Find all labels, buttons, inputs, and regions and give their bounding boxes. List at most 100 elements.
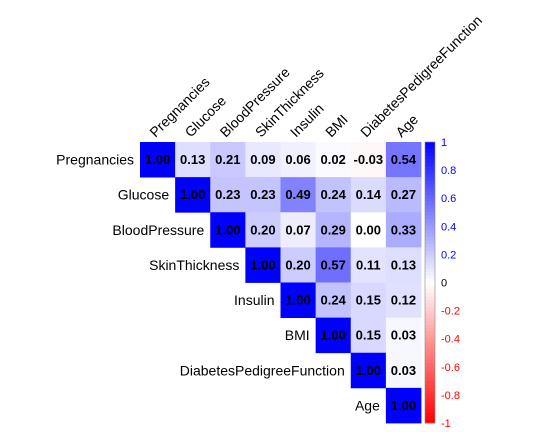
color-legend-tick-label: -0.2 (441, 306, 460, 318)
column-label: BMI (322, 111, 351, 140)
cell-value-labels: 1.00 0.13 0.21 0.09 0.06 0.02 -0.03 0.54 1.00 0.2… (145, 152, 417, 413)
color-legend-tick-label: 0.6 (441, 193, 456, 205)
cell-value-label: 0.13 (391, 257, 416, 272)
column-labels: PregnanciesGlucoseBloodPressureSkinThick… (146, 12, 485, 140)
color-legend-tick-label: 0.2 (441, 249, 456, 261)
cell-value-label: -0.03 (353, 152, 383, 167)
color-legend-segment (425, 408, 435, 413)
color-legend-segment (425, 282, 435, 287)
color-legend-segment (425, 187, 435, 192)
color-legend-segment (425, 208, 435, 213)
heatmap-cell (210, 177, 246, 213)
cell-value-label: 1.00 (391, 398, 416, 413)
row-label: DiabetesPedigreeFunction (180, 362, 345, 378)
heatmap-cell (280, 142, 317, 178)
color-legend-segment (425, 405, 435, 410)
color-legend-segment (425, 152, 435, 157)
heatmap-cell (210, 212, 246, 248)
color-legend-segment (425, 331, 435, 336)
color-legend-segment (425, 293, 435, 298)
color-legend-segment (425, 261, 435, 266)
cell-value-label: 0.57 (321, 257, 346, 272)
heatmap-cell (350, 352, 387, 389)
color-legend-segment (425, 415, 435, 420)
color-legend-segment (425, 250, 435, 255)
color-legend-segment (425, 296, 435, 301)
color-legend-segment (425, 229, 435, 234)
heatmap-cell (315, 247, 352, 283)
heatmap-cell (385, 387, 422, 424)
heatmap-cell (315, 317, 352, 354)
heatmap-cell (280, 177, 317, 213)
row-label: Glucose (118, 187, 170, 203)
heatmap-cell (245, 247, 281, 283)
row-label: Insulin (234, 292, 274, 308)
color-legend-segment (425, 345, 435, 350)
color-legend-tick-label: -0.4 (441, 334, 460, 346)
cell-value-label: 0.15 (356, 328, 381, 343)
cell-value-label: 0.21 (215, 152, 240, 167)
heatmap-cell (350, 177, 387, 213)
heatmap-cell (350, 212, 387, 248)
cell-value-label: 0.11 (356, 257, 381, 272)
color-legend-segment (425, 349, 435, 354)
color-legend-segment (425, 387, 435, 392)
heatmap-cell (315, 282, 352, 319)
heatmap-cell (210, 142, 246, 178)
color-legend-segment (425, 184, 435, 189)
color-legend-segment (425, 191, 435, 196)
color-legend-segment (425, 303, 435, 308)
heatmap-cell (385, 317, 422, 354)
cell-value-label: 1.00 (285, 293, 310, 308)
color-legend-segment (425, 321, 435, 326)
cell-value-label: 0.49 (285, 187, 310, 202)
color-legend-segment (425, 271, 435, 276)
cell-value-label: 0.29 (321, 222, 346, 237)
heatmap-cell (245, 142, 281, 178)
color-legend-tick-label: -1 (441, 418, 451, 430)
cell-value-label: 0.23 (250, 187, 275, 202)
color-legend-segment (425, 314, 435, 319)
color-legend-segment (425, 254, 435, 259)
row-labels: Pregnancies Glucose BloodPressure SkinThick… (56, 152, 380, 414)
heatmap-cell (175, 142, 211, 178)
cell-value-label: 0.54 (391, 152, 417, 167)
color-legend-tick-label: 0.8 (441, 165, 456, 177)
row-label: BMI (285, 327, 310, 343)
color-legend-segment (425, 289, 435, 294)
heatmap-cell (385, 212, 422, 248)
color-legend-segment (425, 145, 435, 150)
cell-value-label: 0.14 (356, 187, 382, 202)
heatmap-cell (350, 247, 387, 283)
color-legend-segment (425, 370, 435, 375)
color-legend-tick-label: -0.6 (441, 362, 460, 374)
color-legend-segment (425, 173, 435, 178)
cell-value-label: 1.00 (321, 328, 346, 343)
cell-value-label: 0.20 (285, 257, 310, 272)
color-legend-segment (425, 278, 435, 283)
color-legend-segment (425, 401, 435, 406)
color-legend-segment (425, 324, 435, 329)
heatmap-cell (350, 317, 387, 354)
color-legend-segment (425, 240, 435, 245)
heatmap-cell (385, 282, 422, 319)
color-legend-segment (425, 236, 435, 241)
color-legend-segment (425, 149, 435, 154)
heatmap-cell (385, 177, 422, 213)
color-legend-segment (425, 373, 435, 378)
heatmap-cell (385, 247, 422, 283)
color-legend-segment (425, 205, 435, 210)
color-legend-segment (425, 264, 435, 269)
row-label: BloodPressure (112, 222, 204, 238)
heatmap-cell (315, 177, 352, 213)
color-legend-segment (425, 180, 435, 185)
color-legend-segment (425, 177, 435, 182)
heatmap-cells (140, 142, 422, 424)
color-legend-segment (425, 338, 435, 343)
color-legend-segment (425, 356, 435, 361)
cell-value-label: 1.00 (145, 152, 170, 167)
color-legend-tick-label: 0.4 (441, 221, 456, 233)
color-legend-segment (425, 275, 435, 280)
row-label: Pregnancies (56, 152, 134, 168)
